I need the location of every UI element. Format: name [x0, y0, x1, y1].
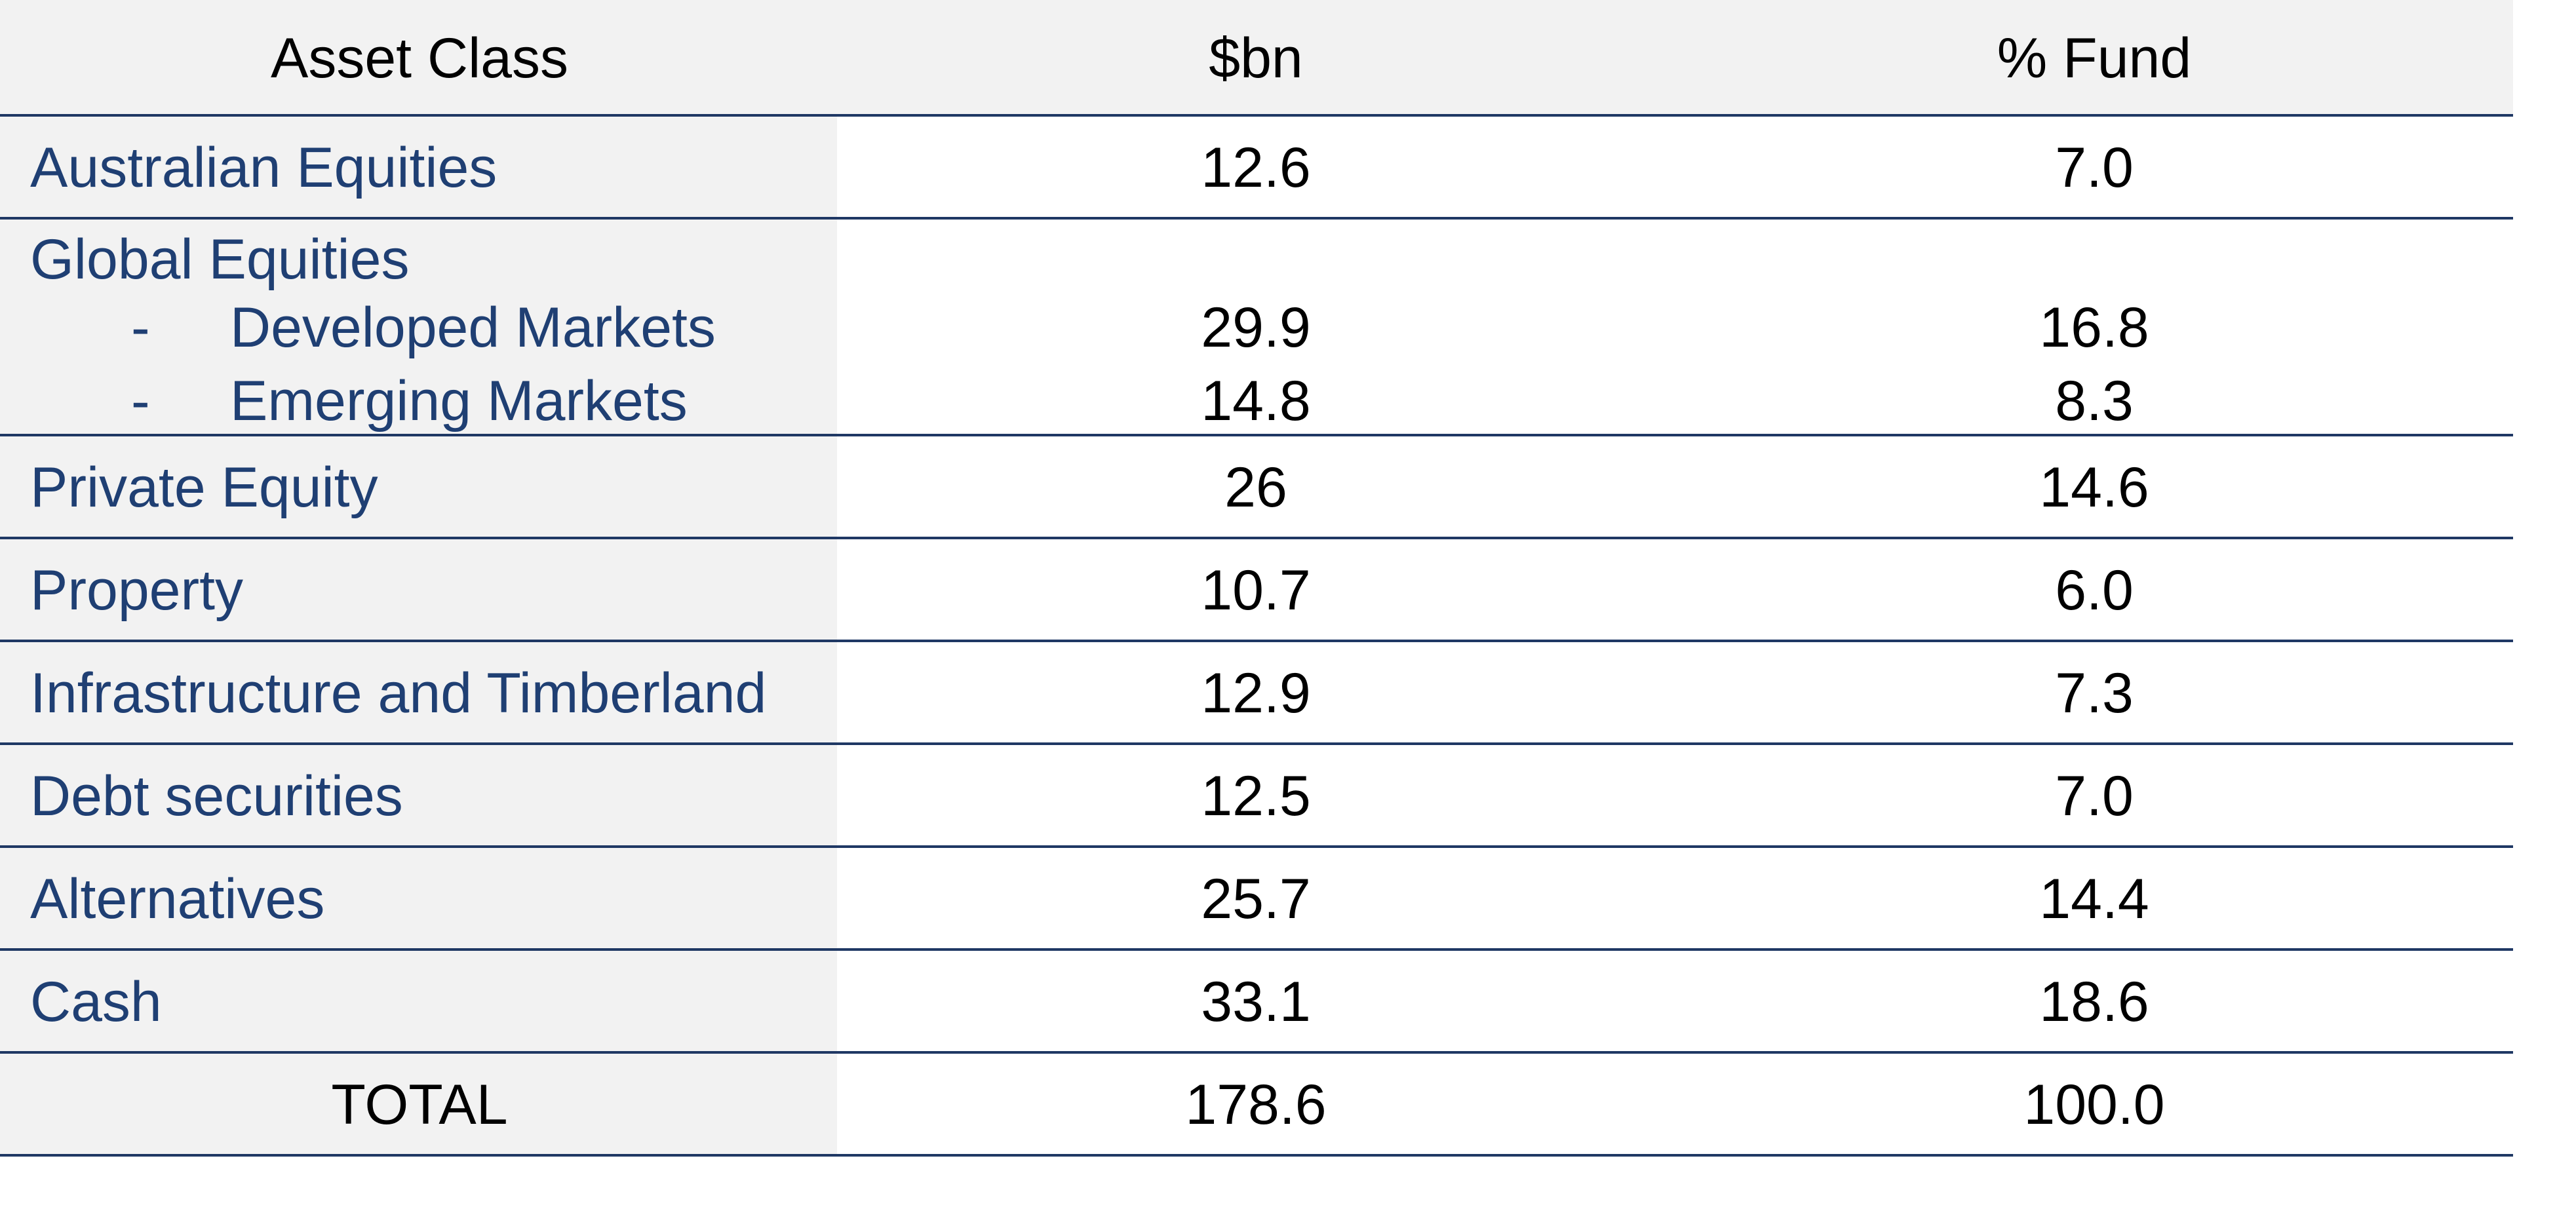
label-column-bg [0, 1054, 837, 1154]
total-value: 100.0 [2023, 1073, 2165, 1136]
row-label: Infrastructure and Timberland [30, 662, 767, 725]
row-label: Debt securities [30, 765, 403, 828]
sub-marker: - [131, 296, 150, 359]
total-value: 178.6 [1185, 1073, 1327, 1136]
cell-value: 12.5 [1201, 765, 1311, 828]
data-row: Property 10.7 6.0 [0, 539, 2513, 642]
row-label: Property [30, 559, 244, 622]
data-row: Private Equity 26 14.6 [0, 436, 2513, 539]
label-column-bg [0, 848, 837, 948]
cell-value: 14.4 [2039, 868, 2149, 931]
label-column-bg [0, 642, 837, 742]
data-row: Alternatives 25.7 14.4 [0, 848, 2513, 951]
header-row: Asset Class $bn % Fund [0, 0, 2513, 117]
sub-label: Emerging Markets [230, 370, 688, 432]
sub-marker: - [131, 370, 150, 432]
row-label: Cash [30, 970, 162, 1033]
column-header: $bn [1209, 27, 1303, 90]
cell-value: 33.1 [1201, 970, 1311, 1033]
column-header: % Fund [1997, 27, 2192, 90]
cell-value: 10.7 [1201, 559, 1311, 622]
cell-value: 7.0 [2055, 136, 2134, 199]
cell-value: 8.3 [2055, 370, 2134, 432]
data-row: Australian Equities 12.6 7.0 [0, 117, 2513, 220]
data-row: Cash 33.1 18.6 [0, 951, 2513, 1054]
label-column-bg [0, 539, 837, 640]
column-header: Asset Class [270, 27, 569, 90]
label-column-bg [0, 436, 837, 537]
row-label: Alternatives [30, 868, 325, 931]
row-label: Private Equity [30, 456, 378, 519]
cell-value: 18.6 [2039, 970, 2149, 1033]
asset-table: Asset Class $bn % Fund Australian Equities 1… [0, 0, 2513, 1157]
cell-value: 7.3 [2055, 662, 2134, 725]
cell-value: 12.9 [1201, 662, 1311, 725]
data-row: Infrastructure and Timberland 12.9 7.3 [0, 642, 2513, 745]
cell-value: 14.6 [2039, 456, 2149, 519]
cell-value: 6.0 [2055, 559, 2134, 622]
sub-label: Developed Markets [230, 296, 716, 359]
row-label: Australian Equities [30, 136, 498, 199]
cell-value: 14.8 [1201, 370, 1311, 432]
total-label: TOTAL [331, 1073, 508, 1136]
cell-value: 7.0 [2055, 765, 2134, 828]
cell-value: 12.6 [1201, 136, 1311, 199]
cell-value: 25.7 [1201, 868, 1311, 931]
data-row: Debt securities 12.5 7.0 [0, 745, 2513, 848]
cell-value: 29.9 [1201, 296, 1311, 359]
row-label: Global Equities [30, 228, 410, 291]
label-column-bg [0, 117, 837, 217]
label-column-bg [0, 220, 837, 434]
cell-value: 26 [1224, 456, 1287, 519]
label-column-bg [0, 745, 837, 845]
cell-value: 16.8 [2039, 296, 2149, 359]
total-row: TOTAL 178.6 100.0 [0, 1054, 2513, 1157]
group-row: Global Equities - Developed Markets 29.9 16.… [0, 220, 2513, 436]
label-column-bg [0, 951, 837, 1051]
